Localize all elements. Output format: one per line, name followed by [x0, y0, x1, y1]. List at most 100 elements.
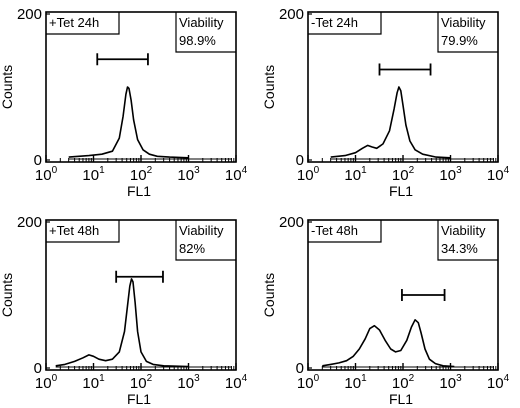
- x-tick-label: 100: [297, 373, 320, 392]
- y-axis-title: Counts: [0, 65, 15, 109]
- viability-box: [437, 12, 498, 53]
- x-tick-base: 10: [297, 167, 314, 184]
- x-axis-title: FL1: [127, 183, 151, 199]
- x-tick-label: 101: [344, 373, 367, 392]
- y-tick-label: 200: [279, 6, 304, 23]
- x-tick-exponent: 0: [314, 373, 320, 384]
- x-tick-base: 10: [130, 375, 147, 392]
- x-tick-base: 10: [35, 375, 52, 392]
- x-tick-exponent: 1: [361, 373, 367, 384]
- x-tick-base: 10: [82, 167, 99, 184]
- y-axis-title: Counts: [0, 273, 15, 317]
- x-tick-label: 104: [225, 165, 248, 184]
- panel-label: +Tet 48h: [49, 223, 99, 238]
- viability-value: 79.9%: [441, 33, 478, 48]
- x-tick-base: 10: [177, 375, 194, 392]
- x-tick-base: 10: [82, 375, 99, 392]
- x-tick-exponent: 2: [409, 165, 415, 176]
- viability-label: Viability: [441, 15, 486, 30]
- x-tick-label: 101: [82, 165, 105, 184]
- histogram-line: [55, 278, 189, 368]
- x-tick-exponent: 4: [242, 165, 248, 176]
- y-axis-title: Counts: [261, 65, 277, 109]
- x-tick-base: 10: [225, 375, 242, 392]
- x-tick-exponent: 2: [409, 373, 415, 384]
- x-tick-label: 102: [130, 373, 153, 392]
- x-tick-exponent: 4: [242, 373, 248, 384]
- y-axis-title: Counts: [261, 273, 277, 317]
- x-tick-exponent: 3: [194, 165, 200, 176]
- x-tick-exponent: 4: [504, 165, 510, 176]
- x-tick-label: 100: [35, 373, 58, 392]
- x-tick-label: 102: [392, 165, 415, 184]
- x-tick-exponent: 3: [194, 373, 200, 384]
- x-tick-exponent: 1: [99, 373, 105, 384]
- x-tick-base: 10: [487, 375, 504, 392]
- histogram-line: [68, 86, 189, 159]
- x-tick-label: 104: [487, 373, 510, 392]
- x-tick-exponent: 3: [456, 165, 462, 176]
- y-tick-label: 200: [17, 214, 42, 231]
- x-tick-exponent: 2: [147, 165, 153, 176]
- panel-label: -Tet 24h: [311, 15, 358, 30]
- x-tick-base: 10: [439, 167, 456, 184]
- x-tick-base: 10: [392, 167, 409, 184]
- x-tick-base: 10: [177, 167, 194, 184]
- histogram-line: [330, 86, 451, 159]
- x-tick-base: 10: [487, 167, 504, 184]
- x-tick-base: 10: [130, 167, 147, 184]
- x-tick-label: 101: [344, 165, 367, 184]
- x-tick-label: 100: [297, 165, 320, 184]
- x-tick-base: 10: [297, 375, 314, 392]
- x-tick-label: 103: [177, 373, 200, 392]
- panel-label-box: [308, 220, 382, 243]
- panel-label: -Tet 48h: [311, 223, 358, 238]
- x-tick-label: 100: [35, 165, 58, 184]
- x-tick-exponent: 1: [361, 165, 367, 176]
- viability-box: [437, 220, 498, 261]
- x-axis-title: FL1: [389, 183, 413, 199]
- y-tick-label: 200: [279, 214, 304, 231]
- x-tick-label: 102: [130, 165, 153, 184]
- x-tick-exponent: 0: [314, 165, 320, 176]
- x-tick-label: 103: [439, 373, 462, 392]
- x-tick-label: 103: [177, 165, 200, 184]
- viability-label: Viability: [441, 223, 486, 238]
- y-tick-label: 0: [296, 360, 304, 377]
- x-tick-base: 10: [35, 167, 52, 184]
- panel-label-box: [46, 12, 120, 35]
- x-tick-base: 10: [344, 375, 361, 392]
- x-tick-base: 10: [344, 167, 361, 184]
- x-tick-label: 104: [487, 165, 510, 184]
- y-tick-label: 0: [34, 152, 42, 169]
- panel-label: +Tet 24h: [49, 15, 99, 30]
- x-tick-base: 10: [392, 375, 409, 392]
- x-tick-label: 104: [225, 373, 248, 392]
- x-tick-base: 10: [439, 375, 456, 392]
- viability-box: [175, 12, 236, 53]
- panel-label-box: [46, 220, 120, 243]
- y-tick-label: 0: [34, 360, 42, 377]
- x-axis-title: FL1: [127, 391, 151, 407]
- panel-label-box: [308, 12, 382, 35]
- y-tick-label: 0: [296, 152, 304, 169]
- viability-value: 34.3%: [441, 241, 478, 256]
- y-tick-label: 200: [17, 6, 42, 23]
- viability-value: 82%: [179, 241, 205, 256]
- x-tick-exponent: 2: [147, 373, 153, 384]
- x-axis-title: FL1: [389, 391, 413, 407]
- x-tick-exponent: 3: [456, 373, 462, 384]
- x-tick-exponent: 1: [99, 165, 105, 176]
- viability-value: 98.9%: [179, 33, 216, 48]
- x-tick-exponent: 4: [504, 373, 510, 384]
- x-tick-label: 102: [392, 373, 415, 392]
- x-tick-label: 101: [82, 373, 105, 392]
- viability-box: [175, 220, 236, 261]
- viability-label: Viability: [179, 15, 224, 30]
- x-tick-exponent: 0: [52, 373, 58, 384]
